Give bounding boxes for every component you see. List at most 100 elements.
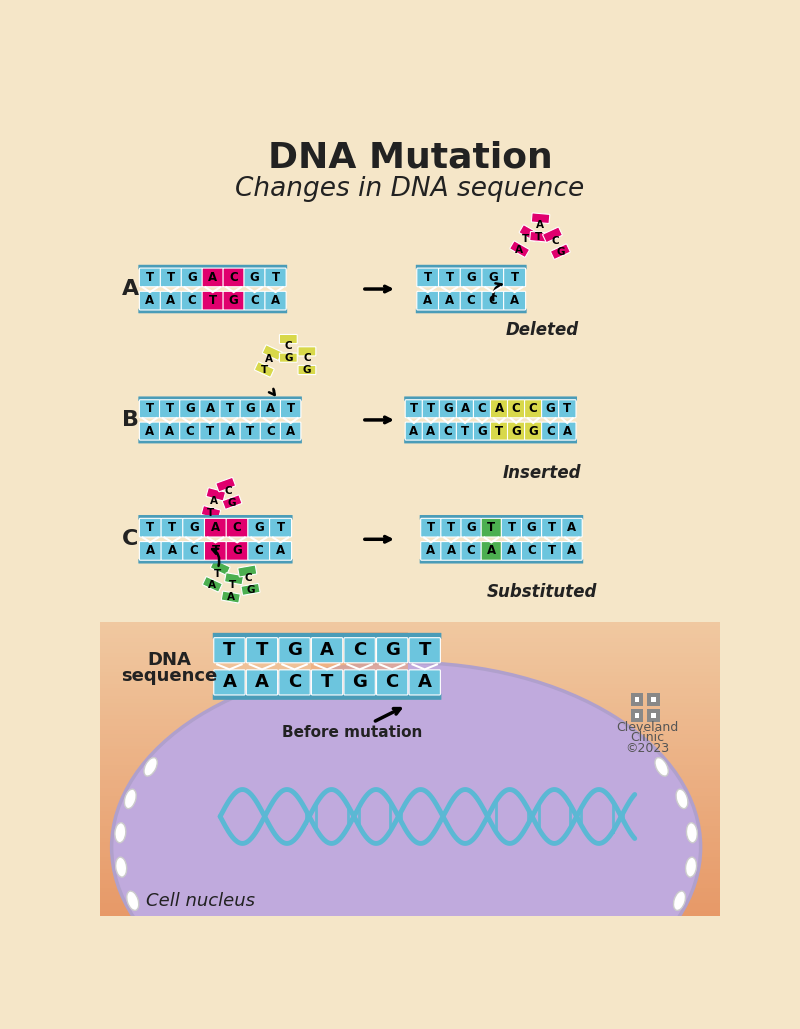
FancyBboxPatch shape xyxy=(223,291,244,310)
FancyBboxPatch shape xyxy=(279,638,310,663)
FancyBboxPatch shape xyxy=(240,422,261,440)
FancyBboxPatch shape xyxy=(260,399,281,418)
FancyBboxPatch shape xyxy=(226,519,248,537)
FancyBboxPatch shape xyxy=(502,519,522,537)
FancyBboxPatch shape xyxy=(542,399,559,418)
Text: T: T xyxy=(277,521,285,534)
Text: A: A xyxy=(510,294,519,307)
FancyBboxPatch shape xyxy=(461,541,482,560)
FancyBboxPatch shape xyxy=(405,399,422,418)
FancyBboxPatch shape xyxy=(138,264,287,270)
Text: G: G xyxy=(352,673,367,691)
FancyBboxPatch shape xyxy=(311,670,342,695)
FancyBboxPatch shape xyxy=(180,422,200,440)
FancyBboxPatch shape xyxy=(417,269,439,287)
Bar xyxy=(100,888,720,892)
FancyBboxPatch shape xyxy=(298,365,316,375)
Text: A: A xyxy=(146,294,154,307)
Text: T: T xyxy=(446,271,454,284)
Text: C: C xyxy=(285,341,292,351)
Text: G: G xyxy=(284,353,293,363)
Bar xyxy=(100,846,720,850)
Text: T: T xyxy=(563,402,571,416)
Ellipse shape xyxy=(531,997,550,1010)
Text: G: G xyxy=(443,402,453,416)
Bar xyxy=(100,777,720,780)
Text: C: C xyxy=(443,425,452,437)
Text: A: A xyxy=(426,544,435,558)
FancyBboxPatch shape xyxy=(409,638,440,663)
Text: A: A xyxy=(562,425,572,437)
Text: Changes in DNA sequence: Changes in DNA sequence xyxy=(235,176,585,202)
Ellipse shape xyxy=(479,1010,498,1023)
Text: A: A xyxy=(208,579,216,590)
Text: G: G xyxy=(246,584,255,595)
Text: G: G xyxy=(466,521,476,534)
Text: A: A xyxy=(145,425,154,437)
Ellipse shape xyxy=(424,1018,444,1029)
FancyBboxPatch shape xyxy=(456,422,474,440)
FancyBboxPatch shape xyxy=(214,670,245,695)
Bar xyxy=(100,919,720,923)
Text: T: T xyxy=(522,234,529,244)
Bar xyxy=(100,726,720,731)
Ellipse shape xyxy=(674,891,686,911)
Text: T: T xyxy=(246,425,254,437)
Bar xyxy=(100,892,720,896)
FancyBboxPatch shape xyxy=(216,477,235,492)
FancyBboxPatch shape xyxy=(260,422,281,440)
FancyBboxPatch shape xyxy=(160,269,182,287)
Ellipse shape xyxy=(686,857,697,877)
Text: Deleted: Deleted xyxy=(505,321,578,340)
Text: A: A xyxy=(146,544,155,558)
FancyBboxPatch shape xyxy=(530,232,548,242)
FancyBboxPatch shape xyxy=(507,399,525,418)
FancyBboxPatch shape xyxy=(246,670,278,695)
FancyBboxPatch shape xyxy=(474,399,490,418)
Bar xyxy=(100,722,720,726)
Text: C: C xyxy=(467,544,475,558)
FancyBboxPatch shape xyxy=(244,269,266,287)
FancyBboxPatch shape xyxy=(409,670,440,695)
Bar xyxy=(100,715,720,718)
FancyBboxPatch shape xyxy=(270,541,291,560)
Ellipse shape xyxy=(314,1010,334,1023)
FancyBboxPatch shape xyxy=(182,269,202,287)
Ellipse shape xyxy=(651,923,664,942)
Bar xyxy=(100,696,720,700)
FancyBboxPatch shape xyxy=(138,309,287,313)
FancyBboxPatch shape xyxy=(182,291,202,310)
Text: T: T xyxy=(548,521,556,534)
Bar xyxy=(647,694,659,706)
Bar xyxy=(634,713,639,718)
Text: A: A xyxy=(536,220,544,229)
Text: Cleveland: Cleveland xyxy=(616,721,678,734)
Text: A: A xyxy=(461,402,470,416)
Bar xyxy=(100,627,720,630)
Bar xyxy=(100,676,720,680)
Text: C: C xyxy=(122,529,138,549)
Bar xyxy=(100,784,720,788)
Text: T: T xyxy=(535,233,542,242)
Text: DNA: DNA xyxy=(148,651,192,669)
FancyBboxPatch shape xyxy=(139,269,161,287)
Text: T: T xyxy=(206,425,214,437)
FancyBboxPatch shape xyxy=(420,516,583,520)
FancyBboxPatch shape xyxy=(422,399,440,418)
FancyBboxPatch shape xyxy=(558,399,576,418)
Text: G: G xyxy=(526,521,537,534)
Text: T: T xyxy=(261,365,268,375)
Text: A: A xyxy=(410,425,418,437)
Text: T: T xyxy=(167,271,175,284)
Text: G: G xyxy=(254,521,264,534)
FancyBboxPatch shape xyxy=(222,495,242,509)
Text: C: C xyxy=(512,402,521,416)
FancyBboxPatch shape xyxy=(377,638,408,663)
Bar xyxy=(100,873,720,877)
Ellipse shape xyxy=(578,978,595,993)
FancyBboxPatch shape xyxy=(438,291,461,310)
Bar xyxy=(100,800,720,804)
Bar xyxy=(100,896,720,899)
FancyBboxPatch shape xyxy=(241,583,260,596)
FancyBboxPatch shape xyxy=(159,399,180,418)
